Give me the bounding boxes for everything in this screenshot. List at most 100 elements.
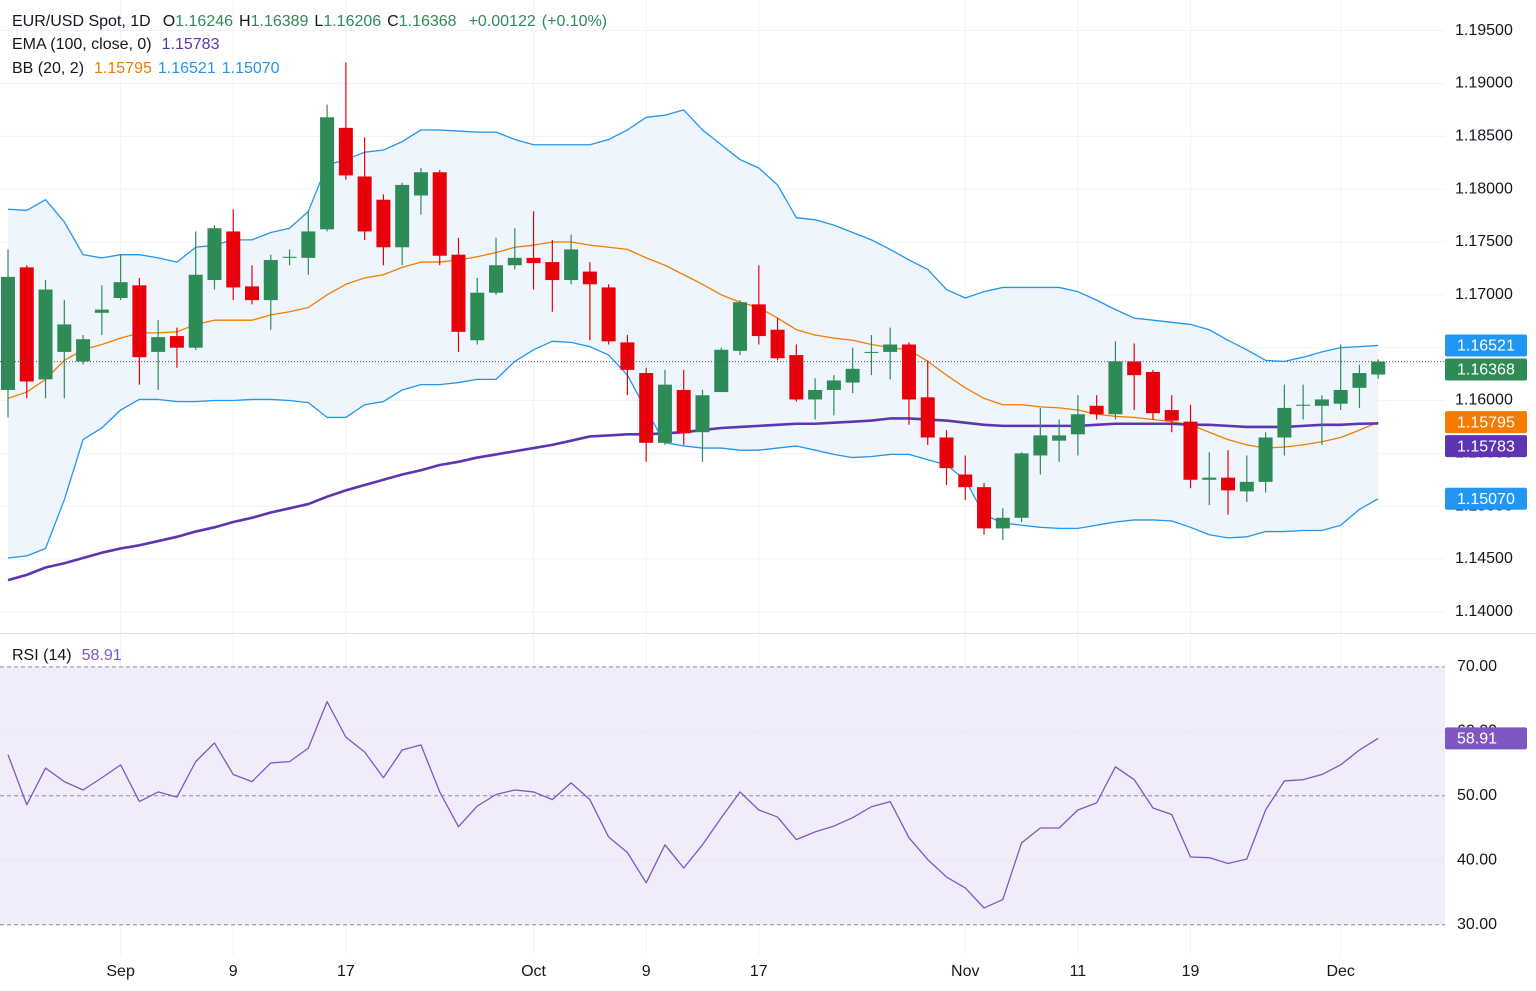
y-tick-label: 1.14000: [1455, 603, 1513, 620]
rsi-line: [7, 701, 1379, 909]
candle-body: [1, 276, 15, 390]
candle-body: [526, 257, 541, 264]
ema-value: 1.15783: [161, 36, 220, 53]
candle-body: [1221, 477, 1236, 491]
price-tag-bg: [1445, 435, 1527, 458]
candle-body: [19, 267, 34, 382]
rsi-value: 58.91: [81, 647, 122, 664]
price-tag-bg: [1445, 334, 1527, 357]
y-tick-label: 1.19500: [1455, 22, 1513, 39]
candle-body: [301, 231, 316, 258]
quote: O1.16246 H1.16389 L1.16206 C1.16368: [163, 13, 463, 30]
candle-body: [395, 184, 410, 248]
candle-body: [1277, 407, 1292, 438]
candle-body: [320, 117, 335, 230]
quote-value: 1.16206: [323, 13, 382, 30]
rsi-tag: 58.91: [1457, 731, 1497, 748]
candle-body: [357, 176, 372, 232]
candle-body: [1033, 435, 1048, 456]
y-tick-label: 1.17500: [1455, 233, 1513, 250]
candle-body: [1089, 405, 1104, 415]
price-tag: 1.15783: [1457, 438, 1515, 455]
price-tag: 1.15070: [1457, 491, 1515, 508]
candle-body: [263, 259, 278, 301]
bb-line: [7, 241, 1379, 449]
candle-body: [1183, 421, 1198, 480]
y-tick-label: 1.18500: [1455, 128, 1513, 145]
candle-body: [770, 329, 785, 359]
x-tick-label: 17: [337, 963, 355, 980]
bb-values: 1.15795 1.16521 1.15070: [94, 60, 286, 77]
candle-body: [977, 487, 992, 529]
x-tick-label: 11: [1070, 963, 1087, 980]
y-tick-label: 1.18000: [1455, 180, 1513, 197]
bb-name: BB (20, 2): [12, 60, 85, 77]
candle-body: [207, 228, 222, 281]
candle-body: [1333, 389, 1348, 404]
y-tick-label: 1.14500: [1455, 550, 1513, 567]
candle-body: [808, 389, 823, 400]
candle-body: [1127, 361, 1142, 376]
candle-body: [1108, 361, 1123, 415]
candle-body: [883, 344, 898, 352]
candle-body: [451, 254, 466, 332]
bb-line: [7, 340, 1379, 559]
candle-body: [1145, 371, 1160, 414]
price-tag-bg: [1445, 358, 1527, 381]
change-pct: (+0.10%): [541, 13, 608, 30]
quote-value: 1.16368: [398, 13, 457, 30]
price-tag: 1.15795: [1457, 414, 1515, 431]
x-tick-label: Nov: [951, 963, 979, 980]
y-tick-label: 1.19000: [1455, 75, 1513, 92]
candle-body: [1258, 437, 1273, 482]
candle-body: [920, 397, 935, 438]
x-tick-label: 17: [750, 963, 768, 980]
title: EUR/USD Spot, 1D: [12, 13, 151, 30]
candle-body: [995, 517, 1010, 529]
candle-body: [245, 286, 260, 301]
quote-label: C: [387, 13, 399, 30]
candle-body: [282, 256, 297, 258]
candle-body: [113, 282, 128, 299]
quote-label: H: [239, 13, 251, 30]
rsi-tick-label: 70.00: [1457, 658, 1497, 675]
price-tag: 1.16368: [1457, 362, 1515, 379]
candle-body: [489, 265, 504, 293]
candle-body: [958, 474, 973, 488]
candle-body: [639, 373, 654, 443]
x-tick-label: 19: [1182, 963, 1200, 980]
price-tag-bg: [1445, 411, 1527, 434]
candle-body: [620, 342, 635, 370]
candle-body: [564, 249, 579, 281]
candle-body: [1239, 481, 1254, 492]
candle-body: [38, 289, 53, 380]
bb-value: 1.15795: [94, 60, 152, 77]
candle-body: [695, 395, 710, 433]
candle-body: [151, 337, 166, 352]
rsi-header: RSI (14) 58.91: [12, 646, 128, 666]
candle-body: [1070, 414, 1085, 435]
candle-body: [1352, 373, 1367, 388]
rsi-tick-label: 50.00: [1457, 787, 1497, 804]
candle-body: [1371, 361, 1386, 375]
x-tick-label: Oct: [521, 963, 546, 980]
x-tick-label: Dec: [1326, 963, 1354, 980]
candle-body: [1202, 477, 1217, 480]
rsi-tick-label: 40.00: [1457, 851, 1497, 868]
candle-body: [582, 271, 597, 285]
ema-line: [7, 417, 1379, 582]
candle-body: [507, 257, 522, 266]
candle-body: [188, 274, 203, 348]
candle-body: [1314, 399, 1329, 406]
candle-body: [601, 287, 616, 342]
candle-body: [545, 262, 560, 281]
quote-label: O: [162, 13, 176, 30]
price-tag: 1.16521: [1457, 338, 1515, 355]
y-tick-label: 1.17000: [1455, 286, 1513, 303]
candle-body: [1052, 435, 1067, 441]
candle-body: [845, 368, 860, 383]
candle-body: [338, 127, 353, 176]
bb-value: 1.15070: [221, 60, 280, 77]
